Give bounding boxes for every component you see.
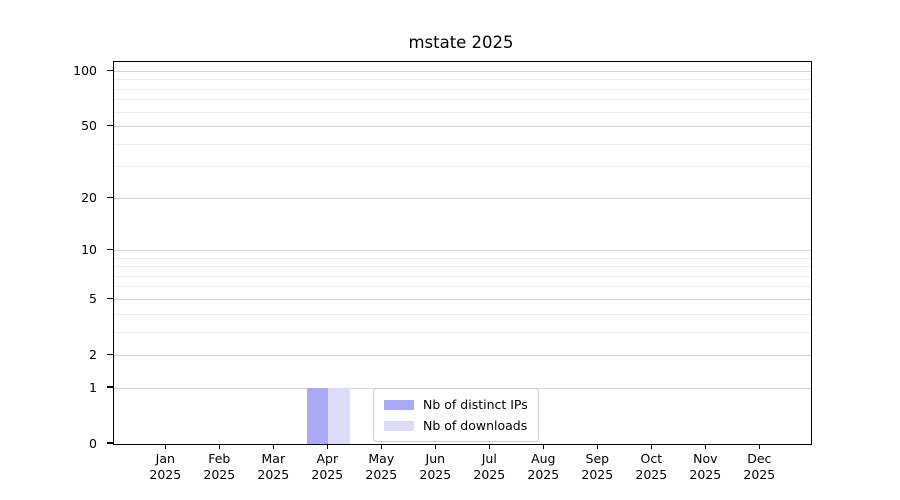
y-tick-label: 100 [73, 62, 97, 78]
gridline-minor [113, 79, 811, 81]
gridline-minor [113, 275, 811, 277]
x-tick-year: 2025 [311, 467, 344, 482]
bar-downloads [328, 388, 350, 444]
x-tick-year: 2025 [419, 467, 452, 482]
x-tick-label: Sep 2025 [570, 451, 624, 483]
gridline-minor [113, 88, 811, 90]
x-tick-month: Sep [585, 451, 610, 466]
x-tick-year: 2025 [743, 467, 776, 482]
x-tick-month: Jun [425, 451, 446, 466]
x-tick-year: 2025 [473, 467, 506, 482]
x-tick-year: 2025 [365, 467, 398, 482]
x-tick-mark [650, 444, 652, 450]
legend: Nb of distinct IPs Nb of downloads [373, 388, 539, 442]
x-tick-year: 2025 [149, 467, 182, 482]
x-tick-mark [488, 444, 490, 450]
x-tick-month: Oct [640, 451, 663, 466]
y-tick-label: 2 [89, 346, 97, 362]
x-tick-label: Jun 2025 [408, 451, 462, 483]
gridline-major [113, 354, 811, 356]
bar-distinct-ips [306, 388, 329, 444]
y-tick-label: 0 [89, 435, 97, 451]
gridline-major [113, 70, 811, 72]
gridline-minor [113, 143, 811, 145]
x-tick-mark [596, 444, 598, 450]
y-tick-label: 10 [81, 241, 97, 257]
x-tick-label: Aug 2025 [516, 451, 570, 483]
chart-title: mstate 2025 [408, 33, 514, 52]
x-tick-mark [326, 444, 328, 450]
x-tick-month: Nov [693, 451, 718, 466]
x-tick-mark [218, 444, 220, 450]
gridline-minor [113, 331, 811, 333]
gridline-minor [113, 286, 811, 288]
y-tick-mark [106, 353, 113, 355]
y-tick-mark [106, 196, 113, 198]
x-tick-year: 2025 [581, 467, 614, 482]
x-tick-month: Feb [208, 451, 231, 466]
x-tick-label: May 2025 [354, 451, 408, 483]
x-tick-year: 2025 [527, 467, 560, 482]
y-tick-mark [106, 297, 113, 299]
x-tick-month: Mar [261, 451, 286, 466]
x-tick-label: Mar 2025 [246, 451, 300, 483]
y-tick-mark [106, 124, 113, 127]
gridline-minor [113, 166, 811, 168]
gridline-minor [113, 257, 811, 259]
x-tick-month: Apr [316, 451, 339, 466]
x-tick-month: Jul [481, 451, 497, 466]
x-tick-label: Jan 2025 [138, 451, 192, 483]
y-tick-mark [106, 69, 113, 71]
x-tick-mark [542, 444, 544, 450]
gridline-major [113, 125, 811, 127]
y-tick-mark [106, 442, 113, 444]
legend-swatch-distinct-ips [384, 399, 414, 410]
plot-area [112, 60, 812, 445]
x-tick-year: 2025 [203, 467, 236, 482]
x-tick-label: Nov 2025 [678, 451, 732, 483]
x-tick-month: May [368, 451, 395, 466]
x-tick-mark [704, 444, 706, 450]
x-tick-mark [434, 444, 436, 450]
y-tick-label: 50 [81, 117, 97, 133]
gridline-minor [113, 111, 811, 113]
x-tick-month: Dec [747, 451, 772, 466]
gridline-major [113, 249, 811, 251]
x-tick-label: Dec 2025 [732, 451, 786, 483]
y-tick-mark [106, 386, 113, 388]
legend-label: Nb of downloads [423, 418, 528, 433]
x-tick-mark [272, 444, 274, 450]
x-tick-label: Oct 2025 [624, 451, 678, 483]
gridline-major [113, 197, 811, 199]
x-tick-mark [164, 444, 166, 450]
legend-entry-distinct-ips: Nb of distinct IPs [384, 397, 528, 412]
x-tick-label: Feb 2025 [192, 451, 246, 483]
x-tick-year: 2025 [257, 467, 290, 482]
legend-entry-downloads: Nb of downloads [384, 418, 528, 433]
x-tick-mark [758, 444, 760, 450]
y-tick-label: 1 [89, 379, 97, 395]
x-tick-month: Aug [531, 451, 556, 466]
legend-swatch-downloads [384, 420, 414, 431]
x-tick-label: Apr 2025 [300, 451, 354, 483]
gridline-major [113, 298, 811, 300]
gridline-minor [113, 313, 811, 315]
x-tick-mark [380, 444, 382, 450]
legend-label: Nb of distinct IPs [423, 397, 528, 412]
x-tick-month: Jan [155, 451, 175, 466]
gridline-minor [113, 99, 811, 101]
y-tick-label: 20 [81, 189, 97, 205]
y-tick-label: 5 [89, 290, 97, 306]
x-tick-year: 2025 [635, 467, 668, 482]
x-tick-label: Jul 2025 [462, 451, 516, 483]
x-tick-year: 2025 [689, 467, 722, 482]
y-tick-mark [106, 248, 113, 250]
gridline-minor [113, 266, 811, 268]
